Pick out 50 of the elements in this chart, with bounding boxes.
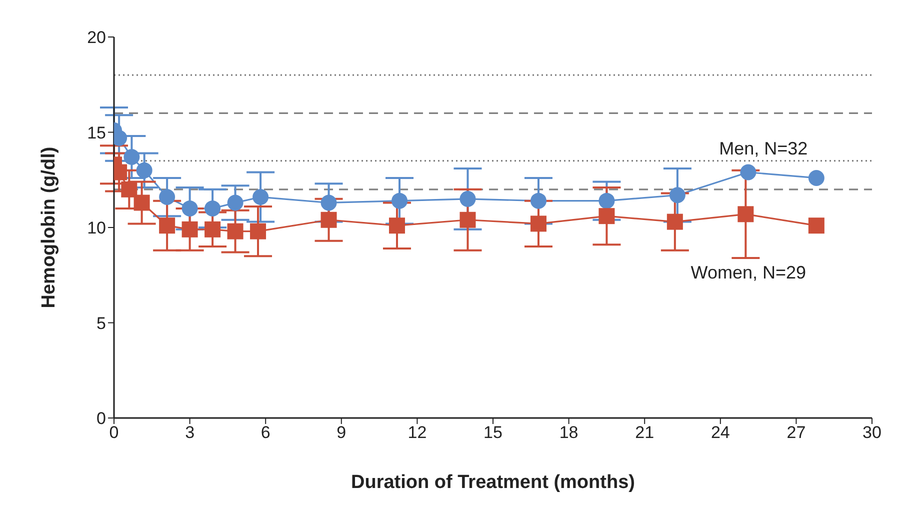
y-axis-title: Hemoglobin (g/dl) <box>38 146 60 308</box>
point <box>204 221 221 238</box>
point <box>740 164 756 180</box>
point <box>320 212 337 228</box>
point <box>666 214 683 230</box>
point <box>460 190 476 207</box>
point <box>204 200 221 216</box>
point <box>598 192 615 209</box>
y-tick-label: 20 <box>87 28 106 48</box>
x-tick-label: 6 <box>260 423 270 442</box>
point <box>227 223 244 240</box>
x-axis-title: Duration of Treatment (months) <box>351 472 635 493</box>
x-tick-label: 15 <box>484 423 502 442</box>
point <box>598 208 615 224</box>
y-tick-label: 0 <box>96 409 106 428</box>
point <box>159 189 176 206</box>
y-tick-label: 15 <box>87 123 106 142</box>
y-tick-label: 5 <box>96 314 106 333</box>
point <box>320 194 337 211</box>
point <box>250 223 266 240</box>
x-tick-label: 27 <box>786 423 806 442</box>
y-tick-label: 10 <box>87 218 106 238</box>
series-label: Men, N=32 <box>719 138 808 159</box>
point <box>738 206 754 222</box>
point <box>460 212 476 228</box>
x-tick-label: 0 <box>109 423 119 442</box>
point <box>392 192 408 209</box>
point <box>808 170 824 186</box>
x-tick-label: 3 <box>185 423 195 442</box>
x-tick-label: 9 <box>336 423 346 442</box>
series-label: Women, N=29 <box>690 262 806 282</box>
point <box>227 194 244 211</box>
x-tick-label: 24 <box>710 423 730 442</box>
point <box>182 200 198 216</box>
x-tick-label: 12 <box>408 423 427 442</box>
point <box>530 216 546 232</box>
point <box>136 162 152 178</box>
point <box>530 192 546 209</box>
point <box>134 194 150 211</box>
point <box>159 218 176 234</box>
point <box>388 218 405 234</box>
point <box>182 221 198 238</box>
point <box>252 189 269 206</box>
point <box>121 181 138 198</box>
x-tick-label: 21 <box>635 423 654 442</box>
x-tick-label: 18 <box>559 423 578 442</box>
point <box>669 187 686 204</box>
point <box>124 149 140 166</box>
point <box>808 218 824 234</box>
x-tick-label: 30 <box>862 423 882 442</box>
